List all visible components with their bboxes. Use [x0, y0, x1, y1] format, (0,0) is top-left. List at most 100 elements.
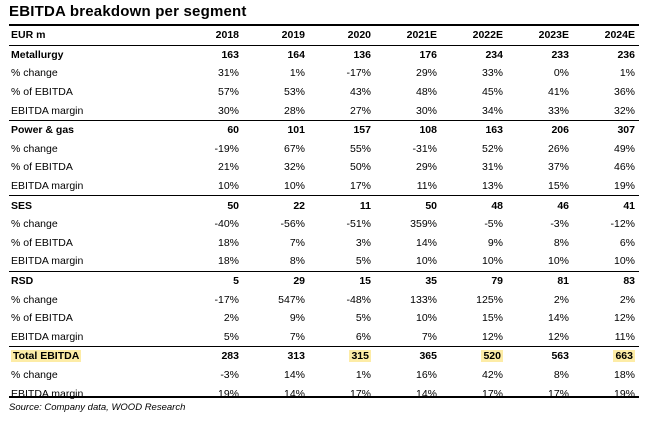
table-row: % change -17% 547% -48% 133% 125% 2% 2% [9, 290, 639, 309]
header-year: 2018 [177, 26, 243, 46]
segment-value: 163 [221, 48, 239, 61]
row-label: EBITDA margin [11, 180, 84, 193]
cell: 37% [547, 161, 569, 174]
cell: 17% [547, 387, 569, 400]
table-row: % of EBITDA 57% 53% 43% 48% 45% 41% 36% [9, 83, 639, 102]
segment-value: 41 [573, 195, 639, 215]
cell: 8% [553, 368, 569, 381]
cell: -19% [214, 142, 239, 155]
cell: 6% [619, 236, 635, 249]
cell: 1% [355, 368, 371, 381]
table-row: % change 31% 1% -17% 29% 33% 0% 1% [9, 64, 639, 83]
row-label: EBITDA margin [11, 387, 84, 400]
cell: 43% [349, 86, 371, 99]
segment-name: Power & gas [9, 119, 177, 140]
segment-value: 60 [177, 119, 243, 140]
segment-value: 48 [441, 195, 507, 215]
cell: 7% [289, 330, 305, 343]
cell: 7% [421, 330, 437, 343]
cell: 46% [613, 161, 635, 174]
cell: 10% [283, 180, 305, 193]
table-title: EBITDA breakdown per segment [9, 3, 247, 20]
header-year: 2019 [243, 26, 309, 46]
total-value: 365 [375, 346, 441, 366]
cell: 10% [547, 255, 569, 268]
segment-value: 15 [309, 270, 375, 291]
segment-value: 206 [507, 119, 573, 140]
total-value-cell: 315 [309, 346, 375, 366]
cell: 12% [547, 330, 569, 343]
segment-value: 176 [419, 48, 437, 61]
cell: 27% [349, 104, 371, 117]
segment-value: 46 [507, 195, 573, 215]
cell: -40% [214, 218, 239, 231]
total-value-highlighted: 663 [613, 350, 635, 363]
row-label: % of EBITDA [11, 86, 73, 99]
cell: 55% [349, 142, 371, 155]
cell: 34% [481, 104, 503, 117]
row-label: % change [11, 293, 58, 306]
source-note: Source: Company data, WOOD Research [9, 402, 186, 413]
cell: 15% [547, 180, 569, 193]
cell: 359% [410, 218, 437, 231]
segment-row-metallurgy: Metallurgy 163 164 136 176 234 233 236 [9, 45, 639, 64]
cell: 50% [349, 161, 371, 174]
cell: 18% [613, 368, 635, 381]
table-row: EBITDA margin 5% 7% 6% 7% 12% 12% 11% [9, 328, 639, 347]
cell: 133% [410, 293, 437, 306]
cell: 53% [283, 86, 305, 99]
cell: 9% [289, 312, 305, 325]
cell: -12% [610, 218, 635, 231]
cell: 10% [415, 312, 437, 325]
header-year: 2024E [573, 26, 639, 46]
segment-value: 5 [177, 270, 243, 291]
total-label: Total EBITDA [11, 350, 82, 363]
table-row: % of EBITDA 2% 9% 5% 10% 15% 14% 12% [9, 309, 639, 328]
cell: 2% [619, 293, 635, 306]
cell: 3% [355, 236, 371, 249]
segment-name: Metallurgy [11, 48, 64, 61]
cell: -17% [346, 67, 371, 80]
cell: 14% [283, 387, 305, 400]
cell: 67% [283, 142, 305, 155]
cell: -31% [412, 142, 437, 155]
table-row: EBITDA margin 19% 14% 17% 14% 17% 17% 19… [9, 384, 639, 403]
cell: 45% [481, 86, 503, 99]
segment-value: 83 [573, 270, 639, 291]
cell: 57% [217, 86, 239, 99]
cell: 15% [481, 312, 503, 325]
header-year: 2023E [507, 26, 573, 46]
cell: 10% [613, 255, 635, 268]
total-value: 283 [177, 346, 243, 366]
cell: 26% [547, 142, 569, 155]
row-label: EBITDA margin [11, 104, 84, 117]
cell: 21% [217, 161, 239, 174]
header-year: 2021E [375, 26, 441, 46]
cell: 36% [613, 86, 635, 99]
header-year: 2022E [441, 26, 507, 46]
cell: 2% [553, 293, 569, 306]
cell: 30% [217, 104, 239, 117]
total-value-highlighted: 520 [481, 350, 503, 363]
cell: -3% [220, 368, 239, 381]
row-label: % of EBITDA [11, 312, 73, 325]
segment-value: 136 [353, 48, 371, 61]
cell: 5% [223, 330, 239, 343]
cell: 12% [613, 312, 635, 325]
cell: 28% [283, 104, 305, 117]
total-value-cell: 663 [573, 346, 639, 366]
cell: 8% [553, 236, 569, 249]
cell: 13% [481, 180, 503, 193]
cell: 10% [217, 180, 239, 193]
cell: 16% [415, 368, 437, 381]
segment-value: 108 [375, 119, 441, 140]
cell: 11% [416, 180, 437, 193]
cell: 32% [613, 104, 635, 117]
total-value-cell: 520 [441, 346, 507, 366]
header-row: EUR m 2018 2019 2020 2021E 2022E 2023E 2… [9, 26, 639, 46]
table-row: EBITDA margin 18% 8% 5% 10% 10% 10% 10% [9, 252, 639, 271]
table-row: EBITDA margin 10% 10% 17% 11% 13% 15% 19… [9, 177, 639, 196]
segment-value: 22 [243, 195, 309, 215]
cell: 1% [289, 67, 305, 80]
table-row: EBITDA margin 30% 28% 27% 30% 34% 33% 32… [9, 101, 639, 120]
